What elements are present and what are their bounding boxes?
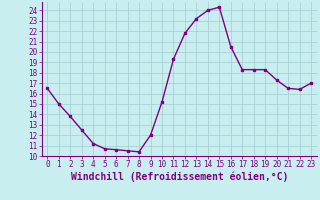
- X-axis label: Windchill (Refroidissement éolien,°C): Windchill (Refroidissement éolien,°C): [70, 172, 288, 182]
